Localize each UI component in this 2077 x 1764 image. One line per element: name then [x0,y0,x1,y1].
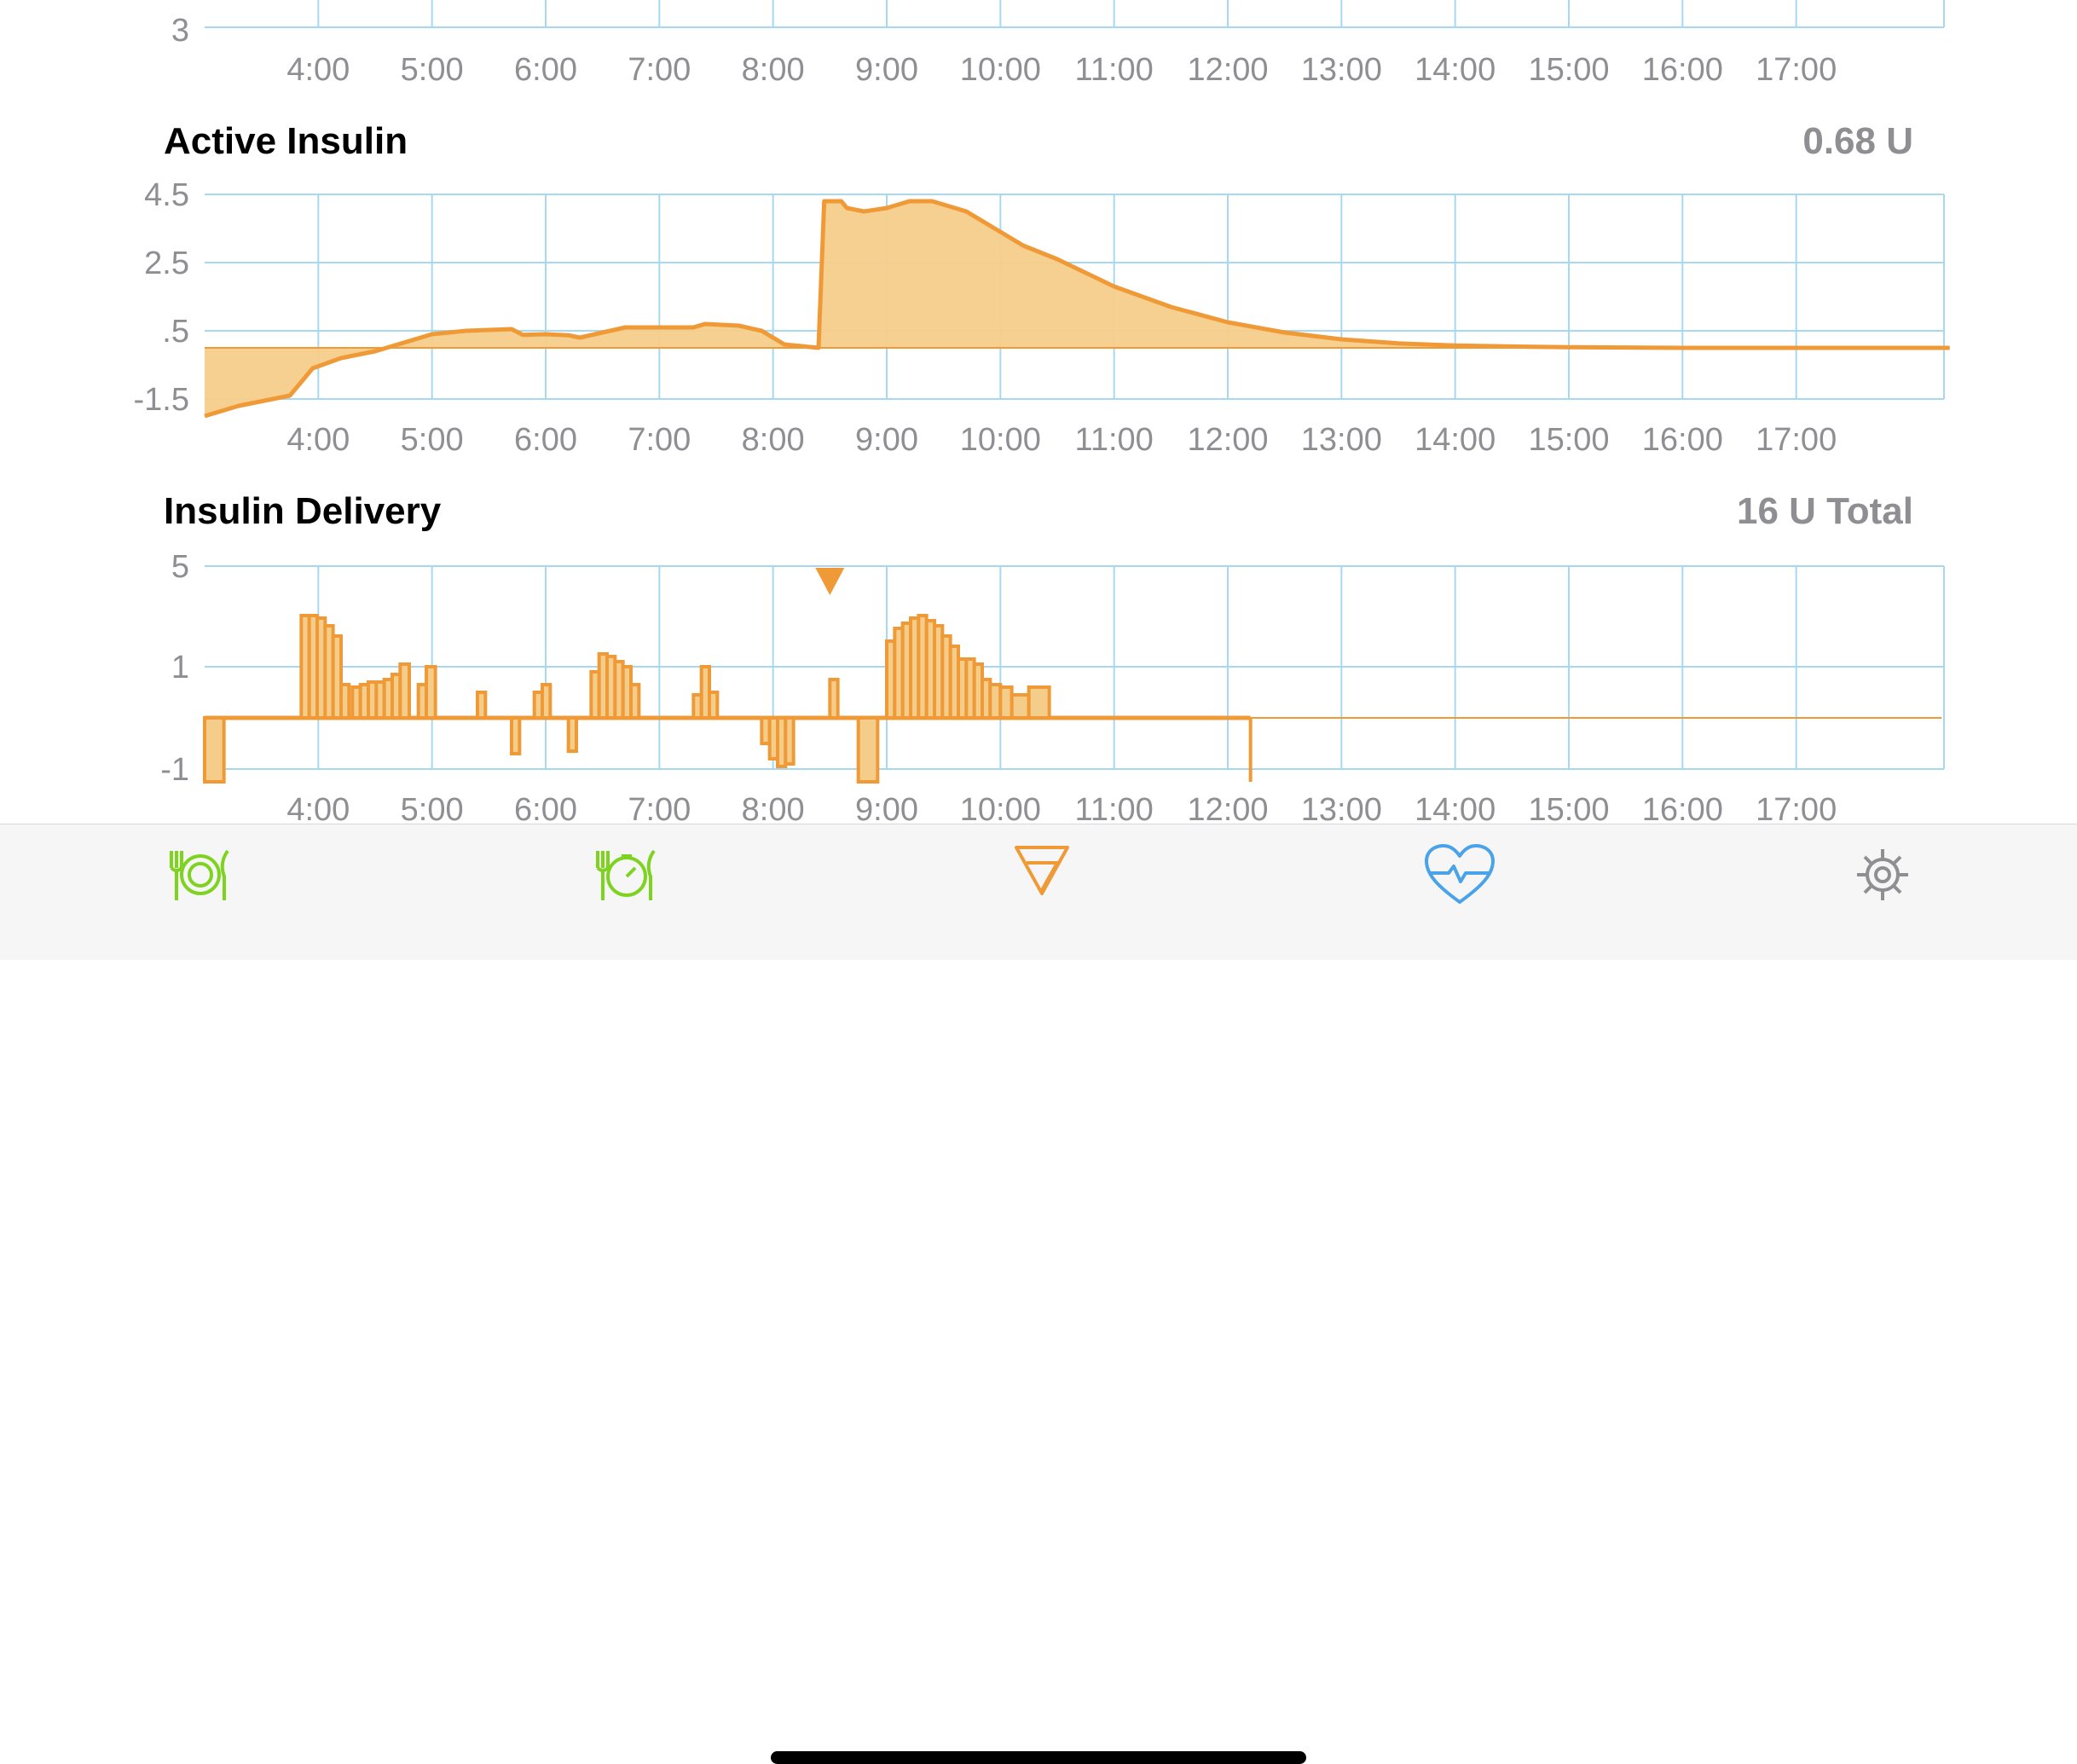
x-tick-label: 10:00 [960,422,1041,458]
delivery-bar [510,716,522,755]
x-tick-label: 15:00 [1528,792,1609,824]
x-tick-label: 12:00 [1187,52,1268,88]
insulin-delivery-grid [205,565,1945,770]
insulin-delivery-y-ticks: 5 1 -1 [160,549,189,788]
delivery-bar [708,691,720,720]
delivery-bar [1010,693,1031,720]
pre-meal-timer-icon [596,849,656,900]
glucose-chart: 3 4:00 5:00 6:00 7:00 8:00 9:00 10:00 11:00 12:0… [171,0,1945,88]
x-tick-label: 14:00 [1415,792,1496,824]
x-tick-label: 15:00 [1528,52,1609,88]
x-tick-label: 9:00 [855,422,918,458]
delivery-bar [828,678,840,720]
insulin-delivery-plot [203,568,1942,784]
x-tick-label: 7:00 [628,422,691,458]
x-tick-label: 14:00 [1415,422,1496,458]
tab-health[interactable] [1417,836,1502,913]
insulin-delivery-total: 16 U Total [1737,490,1913,532]
x-tick-label: 8:00 [742,52,805,88]
x-tick-label: 13:00 [1301,52,1382,88]
y-tick-label: -1.5 [134,382,189,418]
x-tick-label: 11:00 [1075,792,1154,824]
insulin-delivery-title: Insulin Delivery [164,490,442,532]
delivery-bar [339,683,351,720]
x-tick-label: 12:00 [1187,422,1268,458]
home-indicator[interactable] [771,1751,1306,1764]
x-tick-label: 4:00 [286,792,350,824]
x-tick-label: 6:00 [514,422,577,458]
y-tick-label: 2.5 [144,246,189,281]
x-tick-label: 16:00 [1642,52,1723,88]
x-tick-label: 6:00 [514,792,577,824]
active-insulin-area [205,201,1950,416]
x-tick-label: 9:00 [855,52,918,88]
x-tick-label: 14:00 [1415,52,1496,88]
delivery-bar [203,716,226,784]
delivery-bar [476,691,488,720]
delivery-bar [1027,685,1051,720]
x-tick-label: 13:00 [1301,422,1382,458]
y-tick-label: 4.5 [144,177,189,213]
glucose-x-ticks: 4:00 5:00 6:00 7:00 8:00 9:00 10:00 11:00 12:00 1… [286,52,1837,88]
delivery-bar [541,683,553,720]
x-tick-label: 10:00 [960,792,1041,824]
x-tick-label: 10:00 [960,52,1041,88]
y-tick-label: 5 [171,549,189,585]
glucose-grid [205,0,1945,28]
bolus-icon [1015,846,1069,895]
tab-pre-meal[interactable] [584,836,669,913]
active-insulin-y-ticks: 4.5 2.5 .5 -1.5 [134,177,189,418]
delivery-bar [566,716,579,753]
x-tick-label: 17:00 [1756,52,1837,88]
x-tick-label: 15:00 [1528,422,1609,458]
delivery-bar [398,662,412,720]
tab-settings[interactable] [1840,836,1925,913]
settings-gear-icon [1857,849,1908,900]
y-tick-label: -1 [160,752,189,788]
y-tick-label: 1 [171,650,189,685]
glucose-y-tick: 3 [171,13,189,49]
x-tick-label: 11:00 [1075,52,1154,88]
x-tick-label: 16:00 [1642,422,1723,458]
active-insulin-title: Active Insulin [164,120,408,162]
x-tick-label: 17:00 [1756,422,1837,458]
tab-bar [0,824,2077,1764]
x-tick-label: 5:00 [401,422,464,458]
delivery-bar [856,716,880,784]
delivery-bar [784,716,796,766]
x-tick-label: 9:00 [855,792,918,824]
x-tick-label: 4:00 [286,52,350,88]
insulin-delivery-x-ticks: 4:00 5:00 6:00 7:00 8:00 9:00 10:00 11:00 12:00 1… [286,792,1837,824]
tab-bolus[interactable] [999,836,1085,913]
delivery-bar [331,634,343,720]
active-insulin-chart[interactable]: Active Insulin 0.68 U 4.5 2.5 .5 -1.5 4:00 5… [134,120,1950,458]
delivery-bar [629,683,641,720]
x-tick-label: 8:00 [742,422,805,458]
x-tick-label: 12:00 [1187,792,1268,824]
carbs-plate-icon [170,849,229,900]
x-tick-label: 6:00 [514,52,577,88]
x-tick-label: 17:00 [1756,792,1837,824]
x-tick-label: 8:00 [742,792,805,824]
bolus-marker [815,568,845,595]
charts-canvas: 3 4:00 5:00 6:00 7:00 8:00 9:00 10:00 11:00 12:0… [134,0,1950,824]
active-insulin-line [204,199,1950,419]
active-insulin-value: 0.68 U [1802,120,1913,162]
x-tick-label: 7:00 [628,792,691,824]
y-tick-label: .5 [162,314,189,350]
tab-carbs[interactable] [158,836,243,913]
x-tick-label: 4:00 [286,422,350,458]
x-tick-label: 7:00 [628,52,691,88]
delivery-bar [425,665,437,720]
active-insulin-plot [204,199,1950,419]
x-tick-label: 5:00 [401,52,464,88]
active-insulin-x-ticks: 4:00 5:00 6:00 7:00 8:00 9:00 10:00 11:00 12:00 1… [286,422,1837,458]
x-tick-label: 11:00 [1075,422,1154,458]
x-tick-label: 5:00 [401,792,464,824]
x-tick-label: 16:00 [1642,792,1723,824]
health-heart-icon [1425,844,1495,904]
insulin-delivery-chart[interactable]: Insulin Delivery 16 U Total 5 1 -1 4:00 5:0… [160,490,1945,824]
x-tick-label: 13:00 [1301,792,1382,824]
